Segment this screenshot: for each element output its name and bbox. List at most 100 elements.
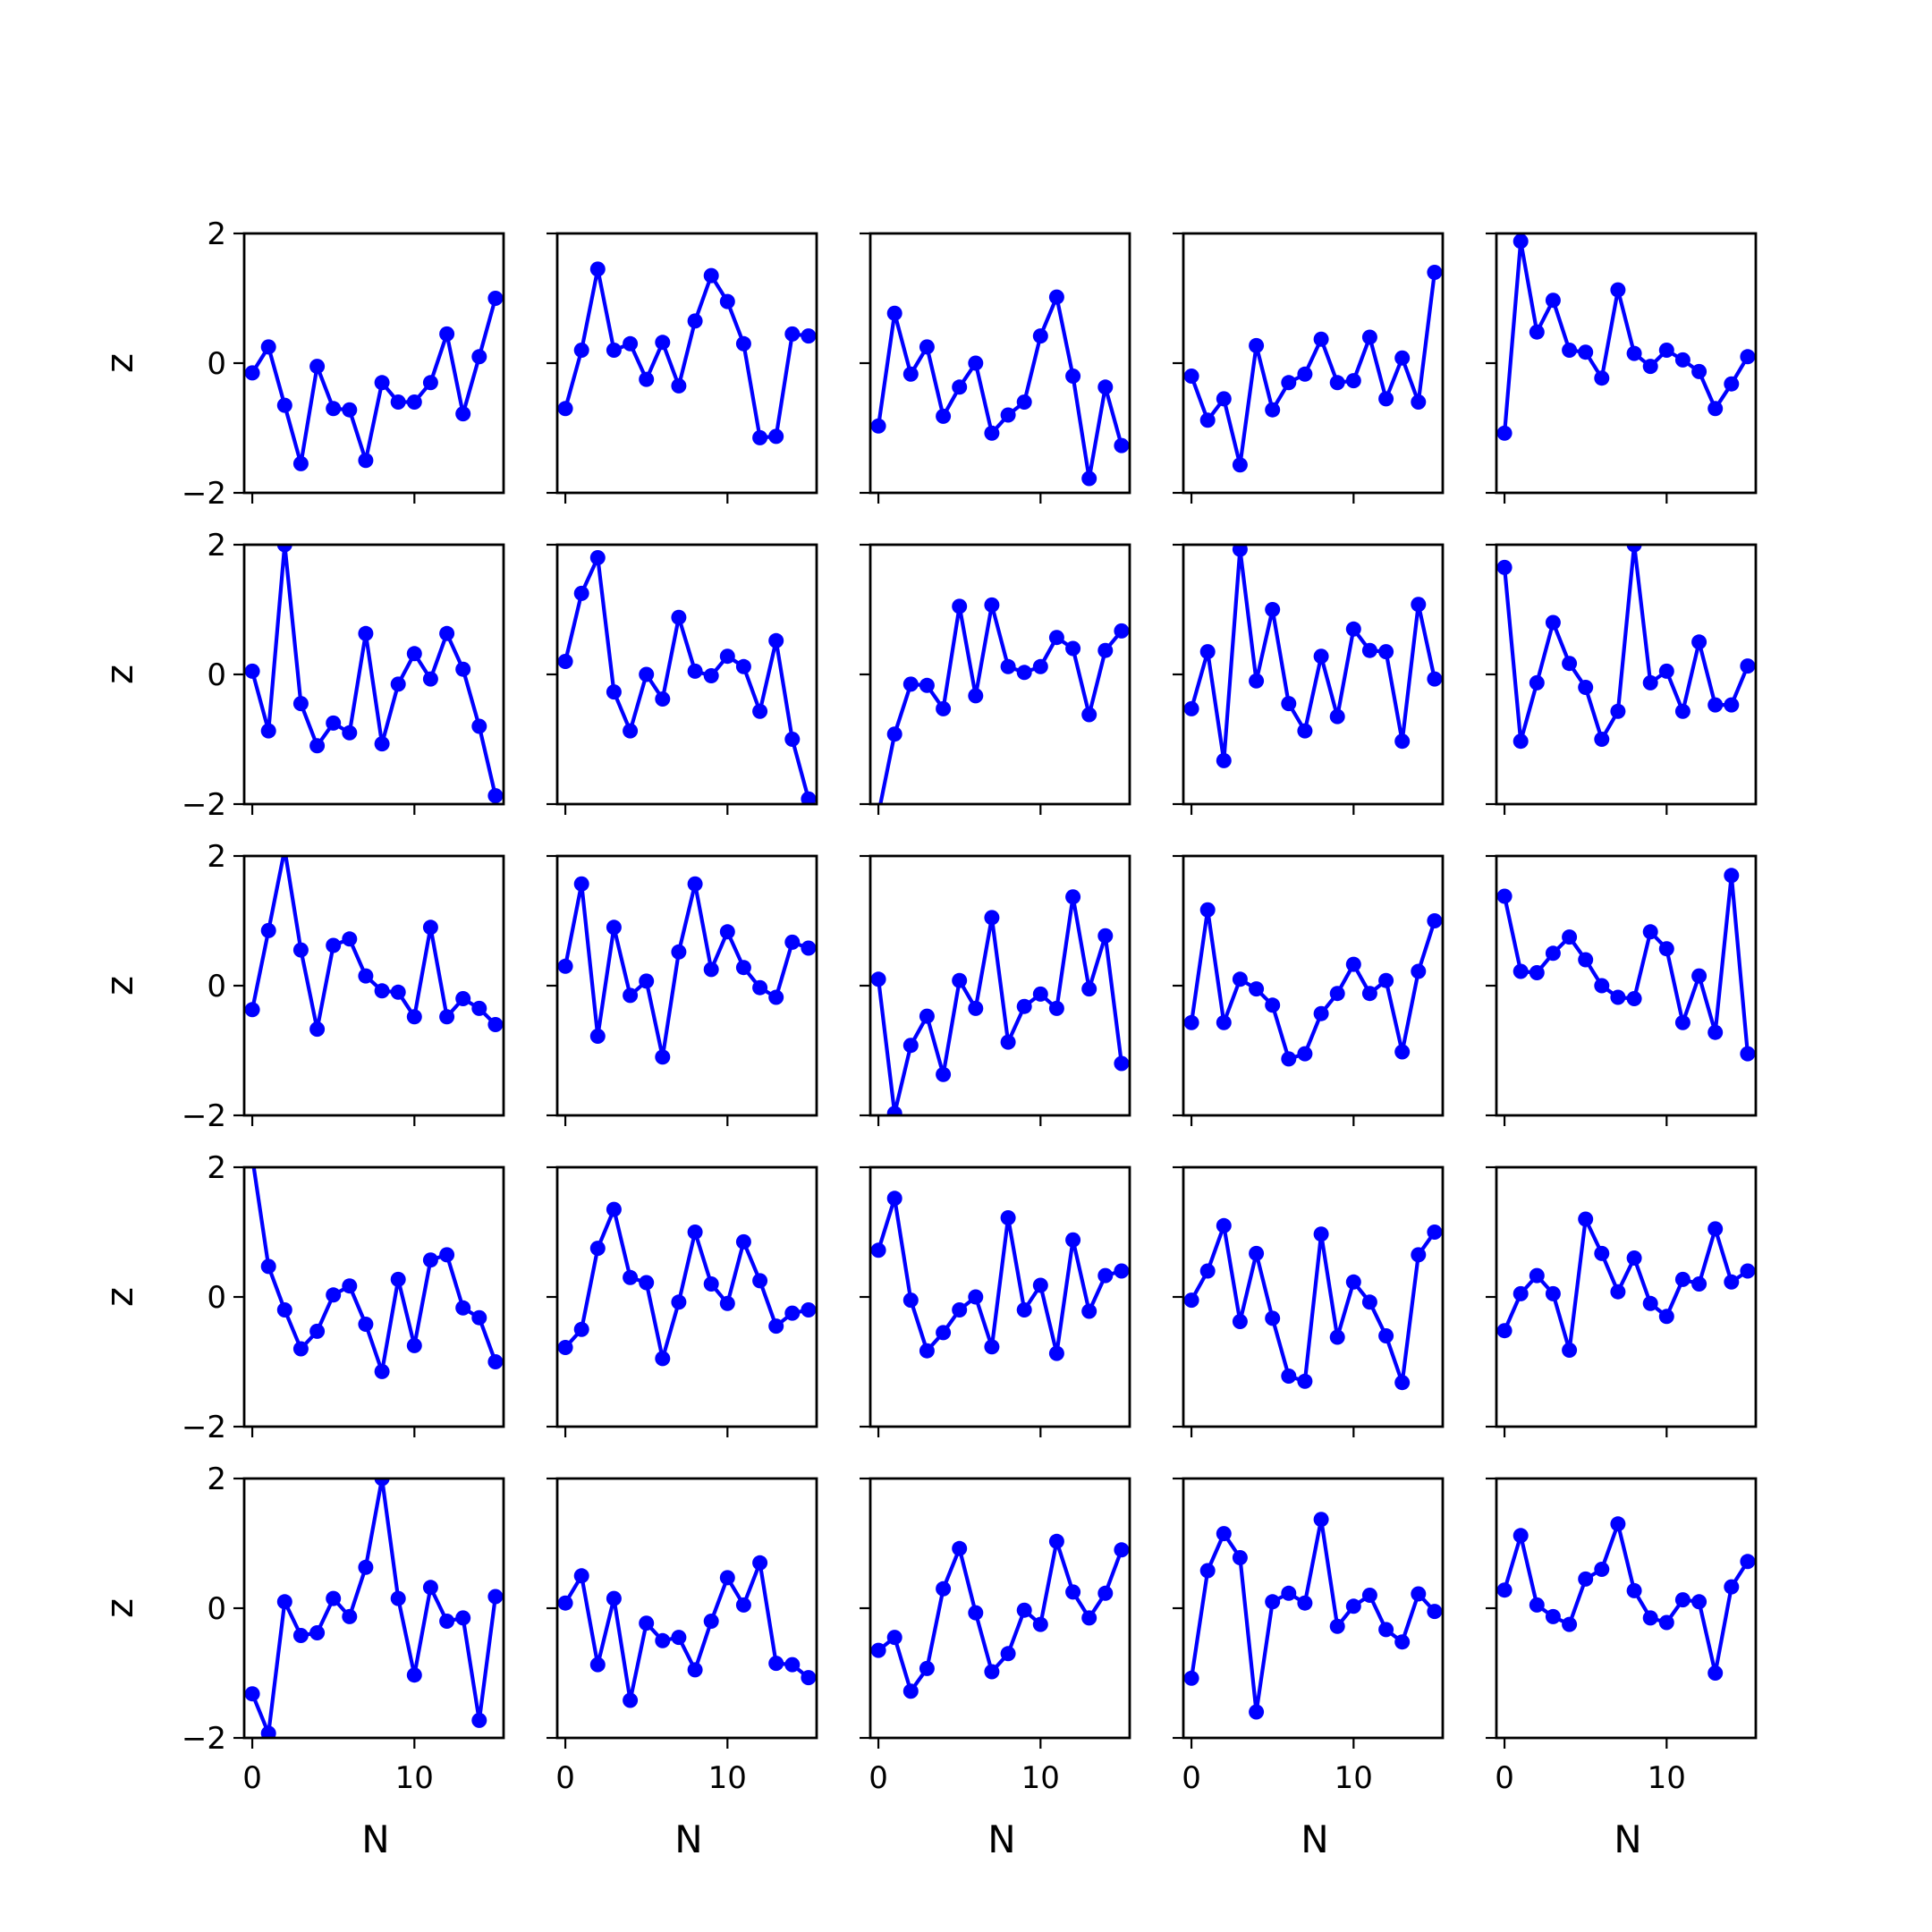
data-point [1529,674,1545,691]
data-point [406,1667,422,1683]
data-point [573,1321,589,1337]
data-point [1048,1345,1064,1361]
data-point [557,958,573,974]
data-point [623,335,639,352]
data-point [439,1247,455,1263]
data-point [902,1292,919,1309]
series-line [564,1207,809,1361]
data-point [719,1295,735,1311]
data-point [1691,1594,1707,1610]
data-point [801,791,817,804]
data-point [1032,658,1048,674]
x-axis-label: N [1301,1818,1328,1861]
data-point [455,406,471,422]
data-point [655,1632,671,1648]
data-point [703,267,719,284]
data-point [1513,733,1529,750]
data-point [276,1594,292,1610]
data-point [1345,1598,1361,1614]
data-point [1281,375,1297,391]
data-point [1297,1046,1313,1062]
series-line [1190,272,1436,467]
data-point [244,1002,260,1018]
data-point [1740,1263,1756,1279]
data-point [687,876,703,892]
data-point [1000,658,1016,674]
y-tick-label: 2 [207,1462,226,1497]
data-point [326,1287,342,1303]
data-point [1496,888,1513,904]
data-point [358,968,374,984]
data-point [968,1000,984,1016]
data-point [1183,369,1199,384]
y-tick-label: 0 [207,969,226,1004]
data-point [1281,1368,1297,1384]
data-point [1378,972,1394,988]
data-point [639,1275,655,1291]
data-point [1216,391,1232,407]
data-point [589,1657,606,1673]
data-point [358,1559,374,1575]
data-point [1411,1247,1427,1263]
x-tick-label: 0 [1182,1760,1201,1796]
data-point [919,1008,935,1024]
y-tick-label: 0 [207,1280,226,1316]
data-point [1594,370,1610,386]
y-tick-label: 2 [207,528,226,564]
data-point [639,973,655,989]
data-point [1183,1670,1199,1686]
data-point [1545,292,1561,309]
data-point [936,408,952,424]
subplot-r1-c2 [547,232,818,504]
data-point [1000,1646,1016,1662]
data-point [342,402,358,418]
data-point [1048,1000,1064,1016]
data-point [1724,868,1740,884]
data-point [1329,708,1345,724]
data-point [801,940,817,956]
data-point [1313,1512,1329,1528]
subplot-r3-c1: −2 0 2 z [97,839,505,1134]
data-point [671,1294,687,1310]
data-point [1562,1616,1578,1632]
data-point [1691,1276,1707,1292]
data-point [1394,1044,1411,1060]
data-point [292,1341,309,1357]
data-point [1265,997,1281,1013]
series-group [878,597,1130,804]
series-group [251,1167,504,1379]
subplot-r4-c2 [547,1165,818,1437]
data-point [1361,1294,1377,1310]
y-axis-label: z [97,353,141,373]
y-tick-label: −2 [182,787,226,823]
series-group [870,1533,1130,1699]
data-point [936,1066,952,1082]
data-point [936,700,952,716]
data-point [1199,902,1216,918]
data-point [1394,1375,1411,1391]
data-point [1578,680,1594,695]
x-tick-label: 10 [395,1760,434,1796]
y-tick-label: −2 [182,1098,226,1134]
data-point [1529,1267,1545,1284]
data-point [406,1337,422,1353]
data-point [1658,663,1674,679]
data-point [1658,1614,1674,1631]
series-line [877,295,1123,481]
data-point [752,703,768,719]
data-point [487,1354,504,1369]
data-point [703,1276,719,1292]
data-point [1545,945,1561,962]
data-point [292,455,309,471]
data-point [1199,412,1216,428]
y-tick-label: 0 [207,657,226,693]
data-point [623,723,639,739]
data-point [1016,998,1032,1014]
data-point [1114,1055,1130,1072]
data-point [1626,991,1642,1006]
data-point [1427,1604,1443,1620]
data-point [1724,1579,1740,1595]
data-point [1562,1343,1578,1358]
data-point [1394,733,1411,750]
data-point [870,1242,886,1258]
